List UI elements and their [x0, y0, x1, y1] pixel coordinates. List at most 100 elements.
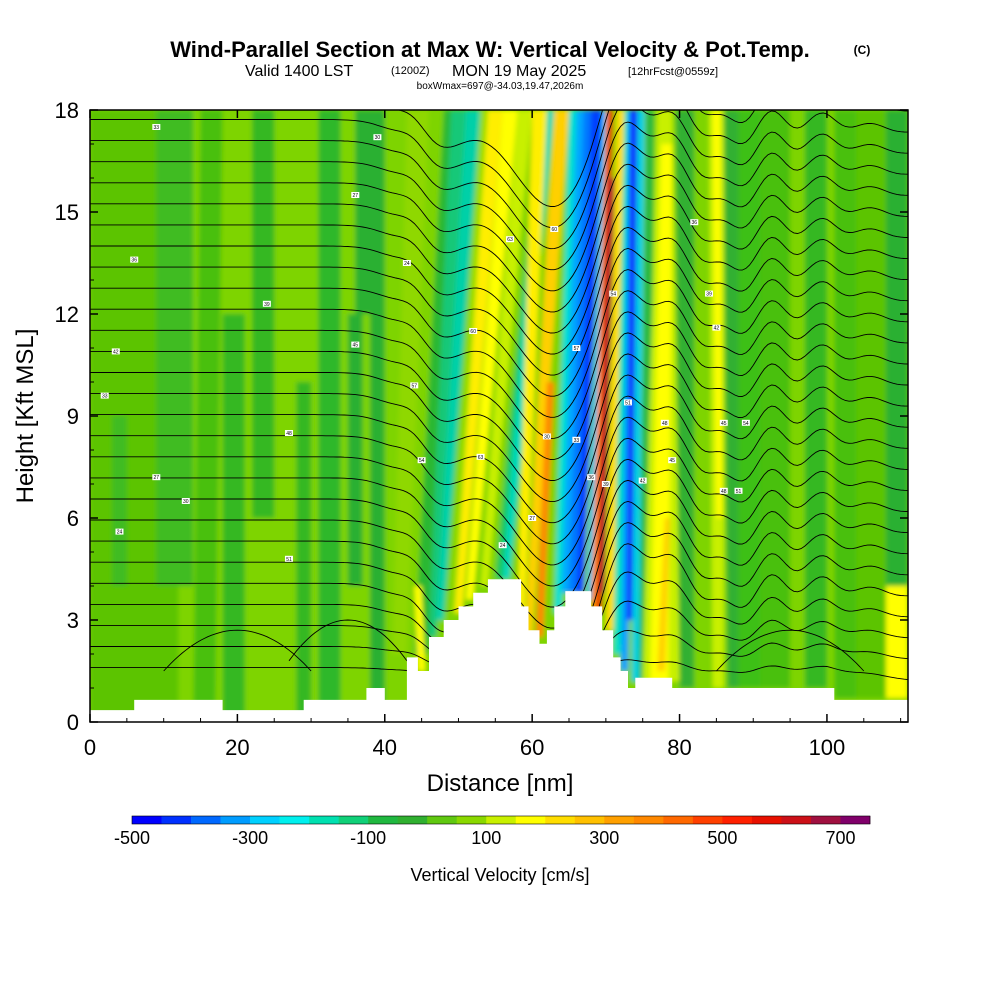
theta-label-box — [668, 457, 677, 464]
theta-label: 60 — [470, 329, 476, 335]
velocity-band — [694, 110, 710, 688]
theta-contour — [90, 479, 908, 629]
theta-label: 54 — [419, 458, 425, 464]
theta-label-box — [542, 433, 551, 440]
y-tick-label: 12 — [55, 302, 79, 327]
y-tick-label: 3 — [67, 608, 79, 633]
velocity-band — [480, 110, 533, 586]
velocity-band — [454, 110, 503, 614]
colorbar-swatch — [338, 816, 369, 824]
colorbar-swatch — [633, 816, 664, 824]
velocity-band — [414, 586, 426, 671]
theta-label: 33 — [574, 438, 580, 444]
colorbar-swatch — [397, 816, 428, 824]
velocity-band — [631, 110, 645, 682]
theta-contour — [396, 110, 908, 207]
velocity-band — [760, 110, 791, 688]
theta-label-box — [130, 256, 139, 263]
theta-contour — [90, 374, 908, 524]
velocity-band — [355, 110, 371, 314]
theta-label: 27 — [154, 475, 160, 481]
colorbar-swatch — [545, 816, 576, 824]
velocity-band — [535, 382, 555, 637]
theta-contour — [90, 227, 908, 376]
theta-label: 63 — [478, 455, 484, 461]
velocity-band — [626, 110, 638, 620]
colorbar-swatch — [781, 816, 812, 824]
theta-contour — [90, 110, 908, 250]
x-tick-label: 100 — [809, 735, 846, 760]
theta-contour — [90, 311, 908, 460]
theta-contour — [288, 619, 408, 662]
velocity-band — [605, 110, 625, 631]
colorbar-swatch — [191, 816, 221, 824]
velocity-band — [712, 110, 723, 518]
y-tick-label: 15 — [55, 200, 79, 225]
theta-label: 39 — [706, 292, 712, 298]
theta-label-box — [550, 226, 559, 232]
theta-label: 30 — [375, 135, 381, 141]
theta-label-box — [741, 419, 750, 426]
y-tick-label: 0 — [67, 710, 79, 735]
y-tick-label: 18 — [55, 98, 79, 123]
utc-time: (1200Z) — [391, 65, 430, 77]
forecast-label: [12hrFcst@0559z] — [628, 66, 718, 78]
theta-label-box — [469, 328, 478, 334]
theta-label: 51 — [736, 489, 742, 495]
theta-label: 45 — [669, 458, 675, 464]
theta-label-box — [609, 290, 618, 297]
theta-contour — [716, 629, 865, 672]
theta-contour — [90, 269, 908, 418]
theta-label-box — [638, 477, 647, 484]
velocity-band — [112, 416, 127, 586]
colorbar-swatch — [663, 816, 694, 824]
velocity-band — [576, 110, 603, 593]
colorbar-swatch — [486, 816, 517, 824]
colorbar: -500 -300 -100 100 300 500 700 — [114, 815, 871, 848]
velocity-band — [804, 110, 827, 688]
theta-label-box — [152, 474, 161, 481]
theta-label: 42 — [113, 349, 119, 355]
theta-label: 33 — [154, 125, 160, 131]
colorbar-swatch — [692, 816, 723, 824]
colorbar-tick-label: -300 — [232, 828, 268, 848]
colorbar-swatch — [515, 816, 546, 824]
velocity-band — [318, 110, 341, 722]
colorbar-swatch — [427, 816, 458, 824]
colorbar-swatch — [250, 816, 280, 824]
velocity-band — [834, 110, 857, 699]
velocity-band — [156, 110, 194, 586]
theta-label: 30 — [183, 499, 189, 505]
theta-label: 27 — [353, 193, 359, 199]
max-w-info: boxWmax=697@-34.03,19.47,2026m — [417, 81, 584, 92]
velocity-band — [436, 110, 481, 620]
theta-label-box — [572, 345, 581, 351]
theta-label-box — [712, 324, 721, 331]
velocity-band — [657, 518, 670, 671]
x-tick-label: 40 — [373, 735, 397, 760]
theta-label: 27 — [529, 516, 535, 522]
theta-label-box — [719, 419, 728, 426]
y-tick-label: 6 — [67, 506, 79, 531]
theta-label: 57 — [574, 346, 580, 352]
colorbar-swatch — [368, 816, 398, 824]
theta-contour — [90, 121, 908, 271]
x-tick-label: 60 — [520, 735, 544, 760]
theta-label-box — [410, 382, 419, 389]
theta-label-box — [152, 124, 161, 130]
theta-label-box — [690, 219, 699, 226]
velocity-band — [675, 110, 695, 688]
theta-label-box — [181, 498, 190, 504]
velocity-band — [347, 314, 363, 586]
theta-contour — [90, 142, 908, 292]
colorbar-swatch — [309, 816, 339, 824]
chart-title: Wind-Parallel Section at Max W: Vertical… — [170, 37, 810, 62]
theta-label-box — [601, 481, 610, 487]
theta-contour — [90, 437, 908, 587]
theta-label-box — [719, 487, 728, 494]
theta-label-box — [262, 300, 271, 307]
velocity-band — [885, 586, 908, 699]
theta-label: 48 — [286, 431, 292, 437]
theta-label-box — [498, 542, 507, 549]
